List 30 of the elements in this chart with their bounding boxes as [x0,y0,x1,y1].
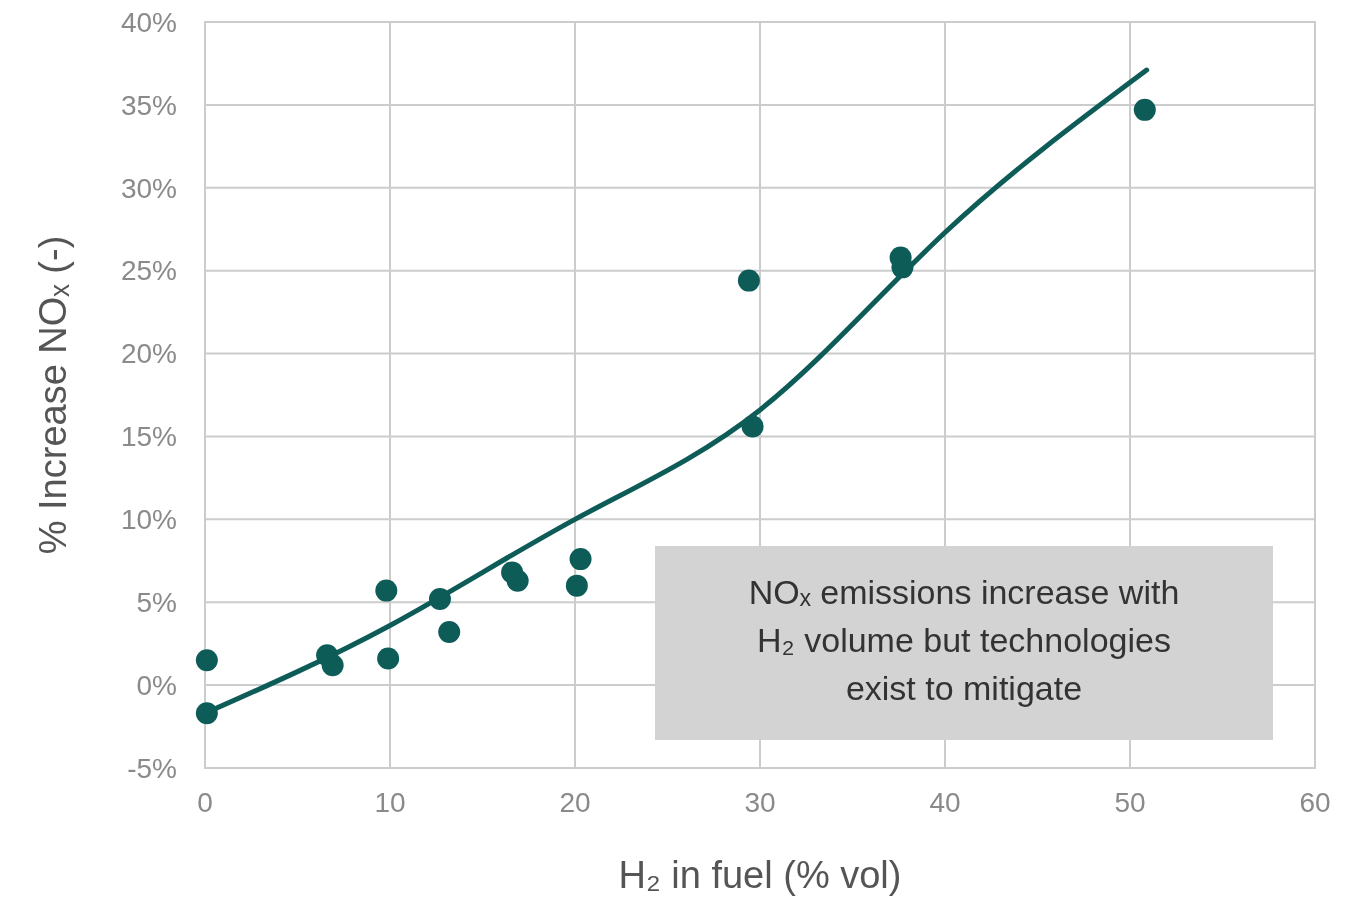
point [195,649,218,672]
y-tick-label: 5% [136,587,177,619]
y-tick-label: 20% [120,338,177,370]
x-tick-label: 50 [1114,787,1146,818]
point [1133,98,1156,121]
x-tick-label: 60 [1299,787,1331,818]
x-tick-label: 10 [374,787,406,818]
y-tick-label: 10% [120,504,177,536]
annotation: NOₓ emissions increase with H₂ volume but technologies exist to mitigate [748,573,1180,707]
point [506,569,529,592]
x-tick-label: 0 [197,787,213,818]
x-tick-label: 40 [929,787,961,818]
note-box: NOₓ emissions increase with H₂ volume but technologies exist to mitigate [655,546,1273,740]
point [438,621,461,644]
point [737,269,760,292]
point [377,647,400,670]
y-tick-label: 35% [120,89,177,121]
point [375,579,398,602]
x-axis-title: H₂ in fuel (% vol) [618,854,902,896]
x-tick-label: 20 [559,787,591,818]
point [565,574,588,597]
y-tick-label: -5% [127,752,177,784]
y-tick-label: 25% [120,255,177,287]
y-tick-label: 15% [120,421,177,453]
y-tick-label: 30% [120,172,177,204]
x-tick-label: 30 [744,787,776,818]
y-tick-label: 0% [136,669,177,701]
y-tick-label: 40% [120,6,177,38]
point [569,548,592,571]
y-axis-title: % Increase NOₓ (-) [32,235,74,555]
